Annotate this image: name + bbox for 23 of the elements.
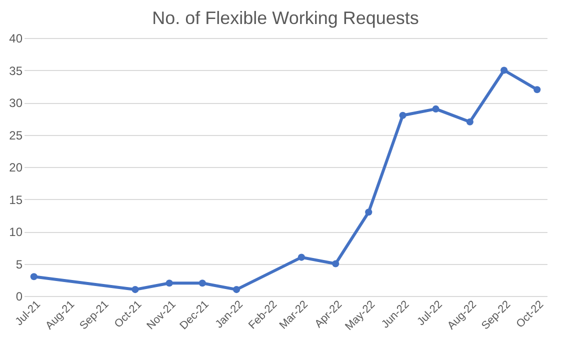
y-tick-label: 35 [9,64,23,78]
point [332,260,340,268]
point [166,280,173,287]
y-tick-label: 20 [9,160,23,174]
point [30,273,38,280]
y-tick-label: 30 [9,96,23,110]
point [500,66,508,74]
point [365,208,372,216]
y-tick-label: 40 [9,32,23,46]
y-tick-label: 15 [9,192,23,207]
point [534,86,541,94]
y-tick-label: 10 [9,225,23,239]
point [466,118,474,126]
y-tick-label: 0 [16,290,23,304]
chart-title: No. of Flexible Working Requests [152,8,419,28]
point [399,112,406,119]
point [198,280,206,287]
point [298,254,305,261]
y-tick-label: 5 [16,257,23,272]
point [232,286,240,294]
point [432,105,440,112]
y-tick-label: 25 [9,128,23,142]
point [132,286,139,294]
